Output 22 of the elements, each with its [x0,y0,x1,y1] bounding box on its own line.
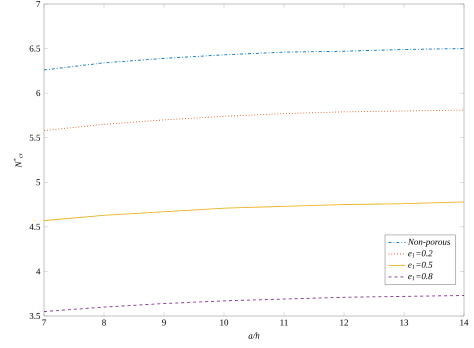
y-tick-label: 3.5 [30,312,40,320]
y-tick-label: 4.5 [29,224,40,230]
y-tick-label: 6.5 [30,46,40,52]
x-tick-label: 14 [460,320,468,326]
x-tick-label: 7 [42,320,46,326]
legend-label: e$_{1}$=0.5 [408,262,432,269]
y-tick-label: 7 [36,1,40,7]
line-series [44,48,464,70]
legend-label: e$_{1}$=0.8 [408,273,433,280]
x-tick-label: 13 [400,320,408,326]
y-tick-label: 6 [36,90,40,96]
y-tick-label: 5.5 [30,134,40,141]
legend-label: e$_{1}$=0.2 [408,250,432,258]
x-tick-label: 9 [162,320,166,326]
legend-label: Non-porous [408,238,450,247]
y-tick-label: 4 [36,268,40,274]
x-axis-title: a/h [248,332,260,339]
y-tick-label: 5 [36,179,40,186]
x-tick-label: 12 [340,320,348,326]
x-tick-label: 10 [220,320,228,326]
x-tick-label: 8 [102,320,106,326]
x-tick-label: 11 [280,320,288,326]
